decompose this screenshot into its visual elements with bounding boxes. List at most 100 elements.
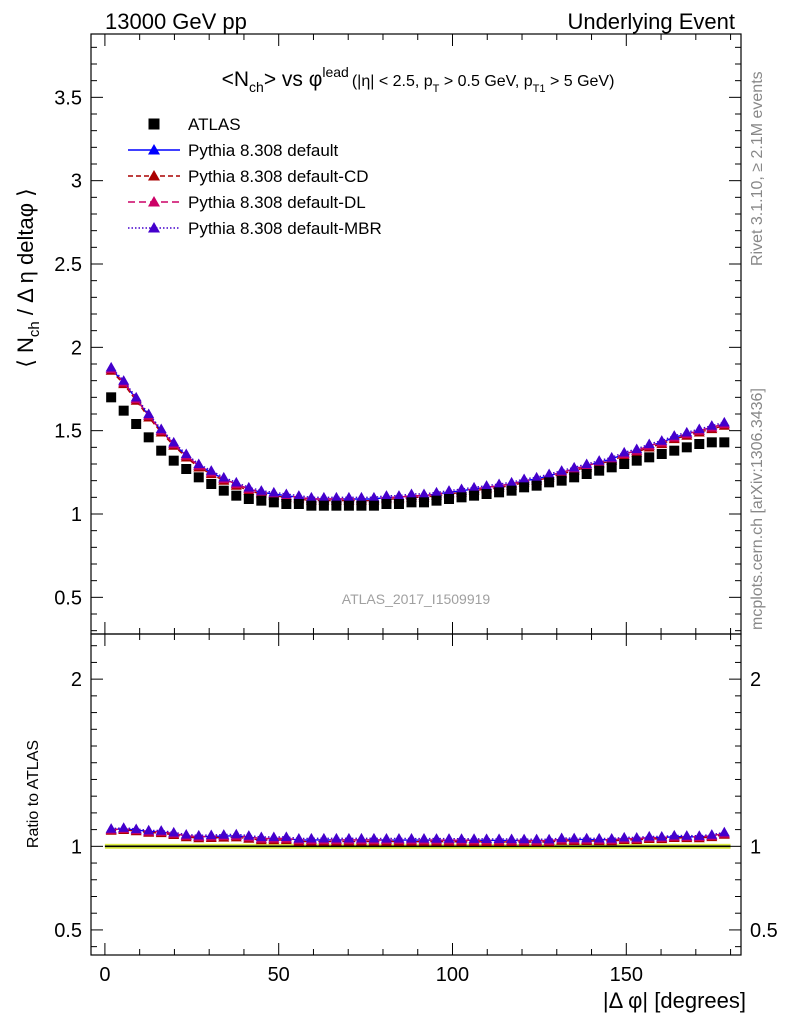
ratio-4-point [193,829,205,840]
legend: ATLAS Pythia 8.308 default Pythia 8.308 de… [128,115,382,238]
ratio-4-point [418,833,430,843]
ratio-4-point [443,833,455,843]
legend-marker-3 [148,196,160,207]
ratio-4-point [130,823,142,834]
y-axis-label-b: / Δ η deltaφ ⟩ [13,188,38,321]
atlas-data-point [581,469,592,479]
atlas-data-point [556,475,567,486]
ratio-4-point [205,829,217,840]
atlas-data-point [456,492,467,503]
atlas-data-point [256,495,267,506]
title-cut-2-sub: T1 [533,83,546,95]
series-4-point [368,491,380,502]
ratio-4-point [606,832,618,843]
ratio-4-point [268,831,280,842]
y-tick-label: 1 [71,504,82,526]
series-4-point [468,481,480,492]
ratio-4-point [355,832,367,843]
ratio-4-point [318,832,330,843]
rivet-version-label: Rivet 3.1.10, ≥ 2.1M events [749,71,766,266]
y-tick-label: 0.5 [54,587,82,609]
series-4-point [581,458,593,469]
atlas-data-point [569,472,580,483]
series-4-point [293,490,305,500]
ratio-4-point [143,824,155,835]
series-4-point [280,488,292,499]
atlas-data-point [694,439,705,449]
ratio-4-point [293,832,305,843]
atlas-data-point [381,499,392,509]
ratio-4-point [593,832,605,843]
atlas-data-point [281,499,292,509]
legend-marker-0 [148,118,160,130]
y-axis-label-sub: ch [26,321,43,337]
ratio-4-point [506,833,518,844]
ratio-y-tick-label: 1 [71,836,82,858]
atlas-data-point [268,497,279,508]
series-4-point [593,455,605,465]
series-4-point [481,480,493,490]
atlas-data-point [519,482,530,493]
ratio-4-point [618,831,630,842]
ratio-4-point [706,829,718,839]
series-4-point [105,361,117,372]
series-4-point [318,491,330,502]
series-4-point [506,476,518,487]
atlas-data-point [306,500,317,511]
ratio-y-tick-label-right: 2 [750,669,761,691]
analysis-label: Underlying Event [567,9,735,34]
y-tick-label: 3 [71,171,82,193]
y-axis-label: ⟨ Nch / Δ η deltaφ ⟩ [13,188,43,367]
ratio-y-tick-label: 2 [71,669,82,691]
atlas-data-point [193,472,204,483]
atlas-data-point [719,437,730,448]
series-4-point [118,375,130,385]
series-4-point [243,481,255,492]
atlas-data-point [656,449,667,459]
ratio-4-point [168,826,180,837]
main-plot-frame: 0.5 1 1.5 2 2.5 3 3.5 [54,33,742,635]
ratio-y-tick-label-right: 0.5 [750,920,778,942]
series-4-point [268,486,280,497]
y-tick-label: 2.5 [54,254,82,276]
y-axis-label-a: ⟨ N [13,337,38,368]
series-4-point [456,483,468,494]
ratio-4-point [643,830,655,841]
energy-label: 13000 GeV pp [105,9,247,34]
legend-label-1: Pythia 8.308 default [188,141,339,160]
y-tick-label: 3.5 [54,87,82,109]
atlas-data-point [393,499,404,509]
atlas-data-point [494,487,505,498]
x-axis-label: |Δ φ| [degrees] [603,988,746,1013]
series-4-point [343,491,355,502]
series-4-point [656,435,668,445]
series-4-point [180,448,192,459]
ratio-4-point [518,833,530,844]
ratio-y-tick-label: 0.5 [54,920,82,942]
series-4-point [393,490,405,500]
ratio-4-point [255,831,267,842]
ratio-4-point [305,832,317,843]
ratio-4-point [531,833,543,844]
ratio-plot-frame: 0 50 100 150 0.5 0.5 1 1 2 2 [54,633,778,986]
chart-title: <Nch> vs φlead(|η| < 2.5, pT > 0.5 GeV, … [222,64,615,95]
series-4-point [706,420,718,430]
ratio-4-point [456,833,468,843]
atlas-data-point [318,500,329,511]
title-main-b: > vs φ [264,68,323,91]
series-4-point [218,471,230,482]
ratio-4-point [105,823,117,833]
atlas-data-point [631,455,642,466]
series-4-point [130,391,142,402]
series-4-point [155,423,167,434]
ratio-4-point [656,830,668,841]
ratio-4-point [481,833,493,843]
atlas-data-point [231,490,242,501]
series-4-point [693,423,705,434]
series-4-point [681,426,693,437]
ratio-4-point [693,830,705,840]
ratio-4-point [280,831,292,841]
legend-marker-1 [148,144,160,155]
ratio-4-point [118,822,130,832]
